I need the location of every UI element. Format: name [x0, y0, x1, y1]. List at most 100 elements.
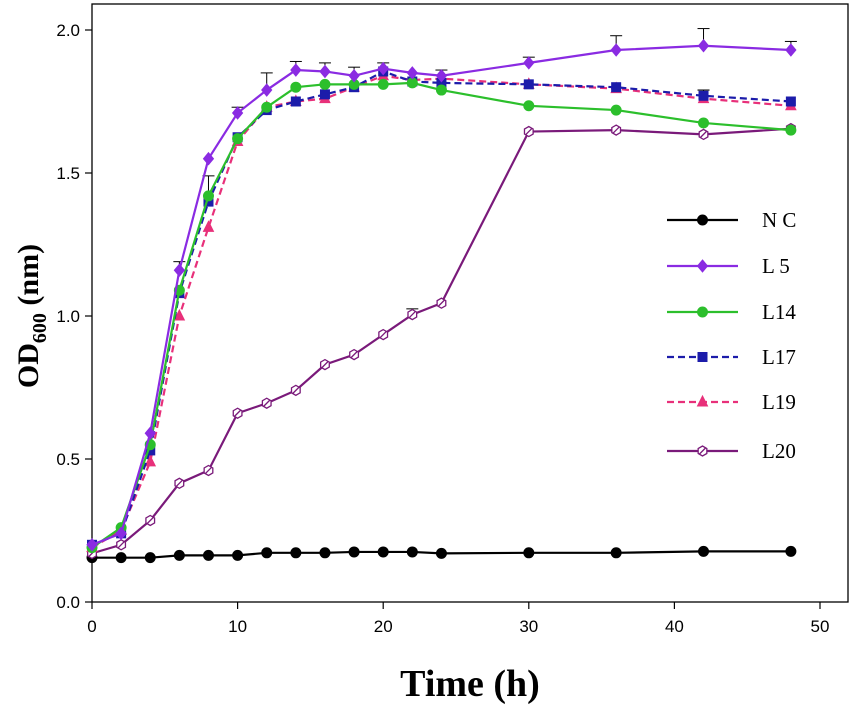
data-point-l14-shape	[377, 78, 389, 90]
legend-marker-l17-shape	[697, 352, 708, 362]
data-point-nc	[785, 545, 797, 557]
data-point-l5-shape	[348, 68, 360, 83]
y-tick-label: 1.0	[56, 307, 80, 326]
data-point-l5-shape	[290, 63, 302, 77]
data-point-nc-shape	[435, 547, 447, 559]
x-tick-label: 50	[811, 617, 830, 636]
data-point-l17	[319, 89, 330, 100]
data-point-l20	[290, 384, 301, 397]
series-l5	[86, 28, 797, 552]
legend-item-l19: L19	[667, 390, 796, 414]
data-point-l19	[173, 308, 186, 321]
data-point-l17-shape	[523, 79, 534, 90]
data-point-nc	[173, 549, 185, 561]
data-point-l5	[523, 56, 535, 70]
data-point-l17-shape	[290, 96, 301, 107]
data-point-l20-hatch	[117, 541, 125, 549]
data-point-l20	[145, 514, 156, 527]
data-point-l5	[348, 68, 360, 83]
data-point-nc	[698, 545, 710, 557]
x-tick-label: 30	[519, 617, 538, 636]
data-point-nc	[406, 546, 418, 558]
data-point-l14	[435, 84, 447, 96]
data-point-nc-shape	[698, 545, 710, 557]
data-point-l5	[144, 426, 156, 441]
legend-item-nc: N C	[667, 208, 796, 232]
series-line-l14	[91, 81, 791, 549]
y-axis-title: OD600 (nm)	[12, 244, 51, 388]
data-point-l5-shape	[231, 106, 244, 120]
data-point-nc	[261, 547, 273, 559]
data-point-l14-shape	[610, 104, 622, 116]
data-point-l20	[203, 464, 214, 477]
data-point-l14-shape	[261, 101, 273, 113]
data-point-l5-shape	[697, 38, 710, 53]
data-point-l20	[523, 125, 534, 138]
data-point-l14	[202, 190, 214, 202]
data-point-l14	[523, 100, 535, 112]
data-point-l20-hatch	[379, 331, 387, 339]
data-point-l14	[377, 78, 389, 90]
data-point-nc-shape	[785, 545, 797, 557]
x-tick-label: 10	[228, 617, 247, 636]
data-point-l20-hatch	[175, 479, 183, 487]
data-point-l14-shape	[523, 100, 535, 112]
data-point-l20	[436, 297, 447, 309]
axes	[91, 3, 849, 603]
legend-label-l20: L20	[762, 439, 796, 463]
data-point-l14	[319, 78, 331, 90]
data-point-l5-shape	[319, 64, 331, 79]
data-point-l20	[174, 477, 185, 490]
data-point-l17	[698, 90, 709, 101]
data-point-l14-shape	[698, 117, 710, 129]
data-point-nc-shape	[610, 547, 622, 559]
data-point-l17-shape	[319, 89, 330, 100]
data-point-nc-shape	[173, 549, 185, 561]
data-point-l17	[611, 82, 622, 93]
data-point-l5-shape	[202, 151, 215, 166]
data-point-l20	[261, 397, 272, 409]
series-l19	[86, 68, 797, 553]
legend-marker-l5-shape	[696, 259, 709, 273]
series-l20	[87, 122, 796, 560]
data-point-l17	[290, 96, 301, 107]
data-point-nc	[144, 552, 156, 564]
x-tick-label: 0	[87, 617, 96, 636]
data-point-l20-hatch	[205, 466, 212, 474]
data-point-l5	[290, 63, 302, 77]
data-point-l5	[785, 43, 797, 57]
data-point-l17	[523, 79, 534, 90]
data-point-l5-shape	[377, 61, 389, 76]
data-point-l5	[86, 538, 98, 552]
data-point-l5	[377, 61, 389, 76]
data-point-nc-shape	[319, 547, 331, 559]
data-point-l20-hatch	[525, 128, 533, 135]
data-point-l20-hatch	[263, 399, 271, 407]
data-point-nc	[232, 549, 244, 561]
legend-marker-l17	[697, 352, 708, 362]
legend-marker-nc	[697, 214, 708, 226]
legend-item-l14: L14	[667, 300, 796, 324]
data-point-l17-shape	[785, 96, 796, 107]
legend-marker-l14	[697, 306, 708, 318]
data-point-l14	[290, 81, 302, 93]
data-point-l19-shape	[144, 454, 157, 467]
legend-marker-nc-shape	[697, 214, 708, 226]
data-point-nc	[377, 546, 389, 558]
data-point-nc-shape	[290, 547, 302, 559]
y-axis-title-unit: (nm)	[12, 244, 45, 313]
series-line-l20	[91, 127, 791, 555]
data-point-l5-shape	[144, 426, 156, 441]
data-point-nc	[290, 547, 302, 559]
y-axis-title-subscript: 600	[29, 313, 51, 343]
data-point-nc-shape	[261, 547, 273, 559]
series-layer	[86, 28, 797, 564]
data-point-l5	[319, 64, 331, 79]
series-nc	[86, 545, 797, 564]
data-point-nc	[348, 546, 360, 558]
data-point-l5	[231, 106, 244, 120]
data-point-nc-shape	[348, 546, 360, 558]
plot-frame	[91, 3, 849, 603]
data-point-l20	[116, 539, 127, 551]
